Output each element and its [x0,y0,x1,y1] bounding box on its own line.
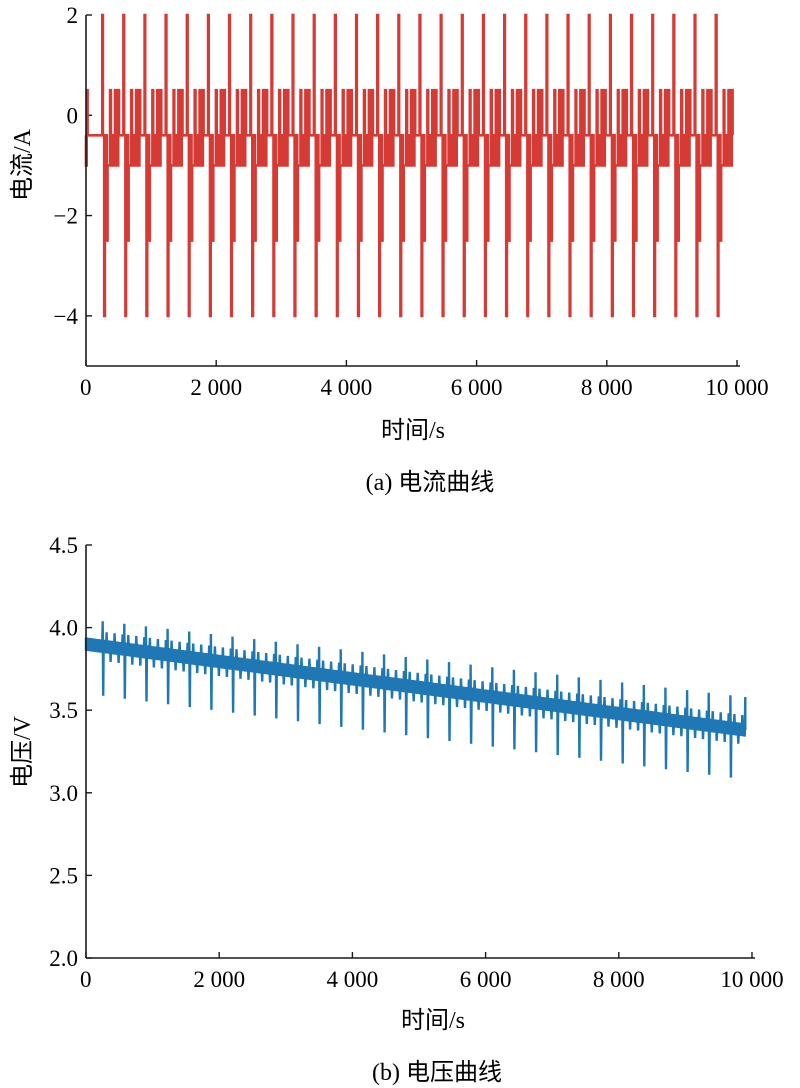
current-series-line [84,13,734,318]
y-tick-label: 3.0 [49,781,78,806]
current-x-tick-labels: 0 2 000 4 000 6 000 8 000 10 000 [80,375,769,400]
x-tick-label: 0 [80,967,92,992]
panel-voltage: 2.0 2.5 3.0 3.5 4.0 4.5 0 2 000 4 000 6 000 8 000… [9,533,784,1086]
x-tick-label: 8 000 [581,375,633,400]
y-tick-label: 4.5 [49,533,78,558]
x-tick-label: 4 000 [321,375,373,400]
current-y-axis-label: 电流/A [9,128,36,201]
x-tick-label: 8 000 [593,967,645,992]
y-tick-label: −4 [54,304,79,329]
voltage-x-axis-label: 时间/s [401,1007,465,1034]
voltage-y-tick-labels: 2.0 2.5 3.0 3.5 4.0 4.5 [49,533,78,971]
y-tick-label: 2.5 [49,863,78,888]
y-tick-label: 2.0 [49,946,78,971]
voltage-series-line [84,621,747,778]
y-tick-label: 4.0 [49,616,78,641]
voltage-x-tick-labels: 0 2 000 4 000 6 000 8 000 10 000 [80,967,784,992]
voltage-y-axis-label: 电压/V [9,715,36,788]
x-tick-label: 10 000 [705,375,768,400]
voltage-tick-marks [85,544,753,959]
y-tick-label: 3.5 [49,698,78,723]
x-tick-label: 2 000 [193,967,245,992]
x-tick-label: 0 [80,375,92,400]
x-tick-label: 4 000 [327,967,379,992]
x-tick-label: 2 000 [190,375,242,400]
current-caption: (a) 电流曲线 [366,469,495,496]
y-tick-label: 2 [67,3,79,28]
current-y-tick-labels: −4 −2 0 2 [54,3,79,329]
current-x-axis-label: 时间/s [381,417,445,444]
x-tick-label: 10 000 [720,967,783,992]
y-tick-label: 0 [67,103,79,128]
x-tick-label: 6 000 [460,967,512,992]
current-tick-marks [85,14,738,366]
y-tick-label: −2 [54,204,78,229]
x-tick-label: 6 000 [451,375,503,400]
voltage-caption: (b) 电压曲线 [372,1059,502,1086]
